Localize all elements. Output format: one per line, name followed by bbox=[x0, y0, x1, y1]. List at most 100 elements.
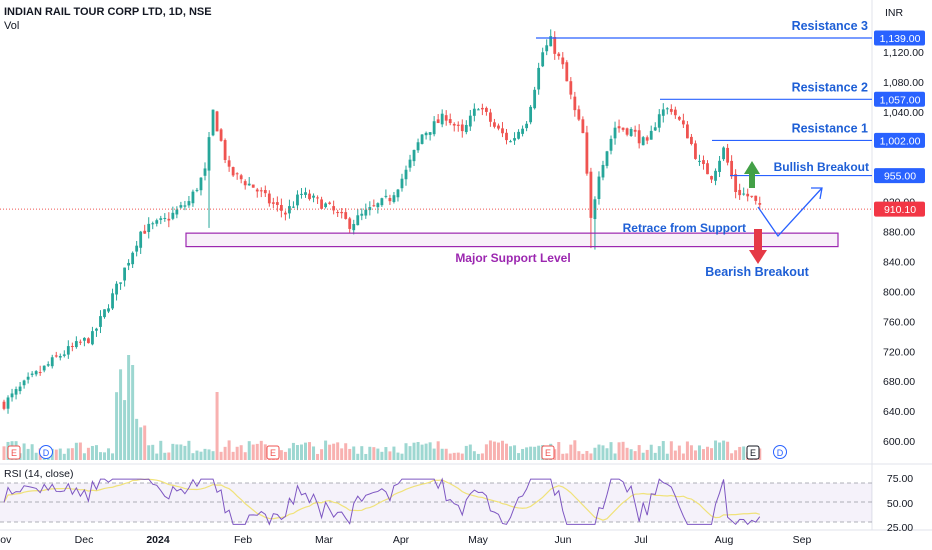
volume-bar bbox=[332, 443, 336, 460]
volume-bar bbox=[517, 453, 521, 460]
candle-body bbox=[70, 346, 74, 348]
volume-bar bbox=[625, 447, 629, 460]
volume-bar bbox=[388, 451, 392, 460]
volume-bar bbox=[629, 449, 633, 460]
candle-body bbox=[513, 138, 516, 141]
candle-body bbox=[46, 364, 50, 366]
volume-bar bbox=[30, 444, 34, 460]
candle-body bbox=[432, 121, 436, 135]
candle-body bbox=[235, 173, 239, 175]
volume-bar bbox=[681, 453, 685, 460]
volume-bar bbox=[468, 444, 472, 460]
event-marker-label: E bbox=[750, 448, 756, 458]
price-tick-label: 1,120.00 bbox=[883, 47, 924, 59]
candle-body bbox=[296, 194, 299, 206]
volume-bar bbox=[440, 448, 444, 460]
support-zone-label: Major Support Level bbox=[455, 251, 570, 265]
candle-body bbox=[633, 129, 637, 132]
volume-bar bbox=[320, 449, 324, 460]
candle-body bbox=[300, 193, 303, 195]
candle-body bbox=[191, 191, 195, 204]
volume-bar bbox=[328, 444, 332, 460]
price-tag-label: 1,057.00 bbox=[880, 94, 921, 106]
bearish-arrow-icon bbox=[749, 229, 767, 264]
candle-body bbox=[312, 195, 315, 198]
dividend-marker-icon bbox=[773, 445, 787, 459]
volume-bar bbox=[605, 448, 609, 460]
volume-bar bbox=[352, 446, 356, 460]
volume-bar bbox=[316, 453, 320, 460]
volume-bar bbox=[416, 441, 420, 460]
candle-body bbox=[497, 125, 500, 129]
candle-body bbox=[649, 130, 653, 140]
price-tick-label: 840.00 bbox=[883, 257, 915, 269]
candle-body bbox=[211, 109, 215, 136]
candle-body bbox=[203, 168, 207, 176]
retrace-label: Retrace from Support bbox=[623, 221, 746, 235]
volume-bar bbox=[34, 452, 38, 460]
candle-body bbox=[135, 245, 139, 252]
volume-bar bbox=[661, 441, 665, 460]
event-marker-label: D bbox=[777, 448, 784, 458]
price-tick-label: 880.00 bbox=[883, 227, 915, 239]
candle-body bbox=[187, 201, 191, 206]
candle-body bbox=[714, 170, 717, 181]
volume-bar bbox=[400, 453, 404, 460]
volume-bar bbox=[291, 442, 295, 460]
candle-body bbox=[428, 132, 432, 135]
candle-body bbox=[58, 356, 62, 358]
candle-body bbox=[348, 218, 352, 229]
volume-bar bbox=[509, 446, 513, 460]
volume-bar bbox=[135, 418, 139, 460]
candle-body bbox=[690, 136, 693, 144]
volume-bar bbox=[155, 453, 159, 460]
candle-body bbox=[641, 137, 645, 146]
candle-body bbox=[247, 183, 251, 186]
volume-bar bbox=[171, 443, 175, 460]
volume-bar bbox=[444, 448, 448, 460]
candle-body bbox=[529, 106, 533, 123]
volume-bar bbox=[428, 442, 432, 460]
candle-body bbox=[710, 176, 713, 180]
volume-bar bbox=[207, 449, 211, 460]
bullish-arrow-icon bbox=[744, 161, 760, 188]
volume-bar bbox=[107, 448, 111, 460]
candle-body bbox=[215, 111, 219, 132]
volume-bar bbox=[492, 441, 496, 460]
candle-body bbox=[541, 52, 545, 67]
candle-body bbox=[597, 176, 601, 199]
price-tag-label: 955.00 bbox=[884, 171, 916, 183]
candle-body bbox=[545, 45, 549, 52]
candle-body bbox=[6, 397, 10, 409]
rsi-tick-label: 75.00 bbox=[887, 473, 913, 485]
volume-indicator-label: Vol bbox=[4, 20, 20, 32]
candle-body bbox=[10, 393, 14, 398]
candle-body bbox=[517, 131, 520, 139]
candle-body bbox=[657, 114, 661, 128]
volume-bar bbox=[758, 448, 762, 460]
candle-body bbox=[163, 217, 167, 219]
candle-body bbox=[400, 178, 404, 189]
time-tick-label: Sep bbox=[793, 534, 812, 546]
volume-bar bbox=[722, 440, 726, 460]
candle-body bbox=[279, 205, 283, 211]
candle-body bbox=[183, 205, 187, 207]
candle-body bbox=[460, 124, 464, 132]
candle-body bbox=[718, 160, 721, 172]
volume-bar bbox=[408, 446, 412, 460]
candle-body bbox=[625, 128, 629, 135]
bullish-breakout-label: Bullish Breakout bbox=[774, 160, 869, 174]
price-tick-label: 720.00 bbox=[883, 346, 915, 358]
rsi-tick-label: 25.00 bbox=[887, 522, 913, 534]
candle-body bbox=[336, 212, 340, 214]
candle-body bbox=[493, 122, 496, 127]
volume-bar bbox=[537, 445, 541, 460]
volume-bar bbox=[94, 445, 98, 460]
earnings-marker-icon bbox=[541, 445, 555, 460]
volume-bar bbox=[356, 453, 360, 460]
volume-bar bbox=[496, 442, 500, 460]
candle-body bbox=[754, 195, 758, 201]
volume-bar bbox=[633, 451, 637, 460]
candle-body bbox=[87, 338, 90, 344]
